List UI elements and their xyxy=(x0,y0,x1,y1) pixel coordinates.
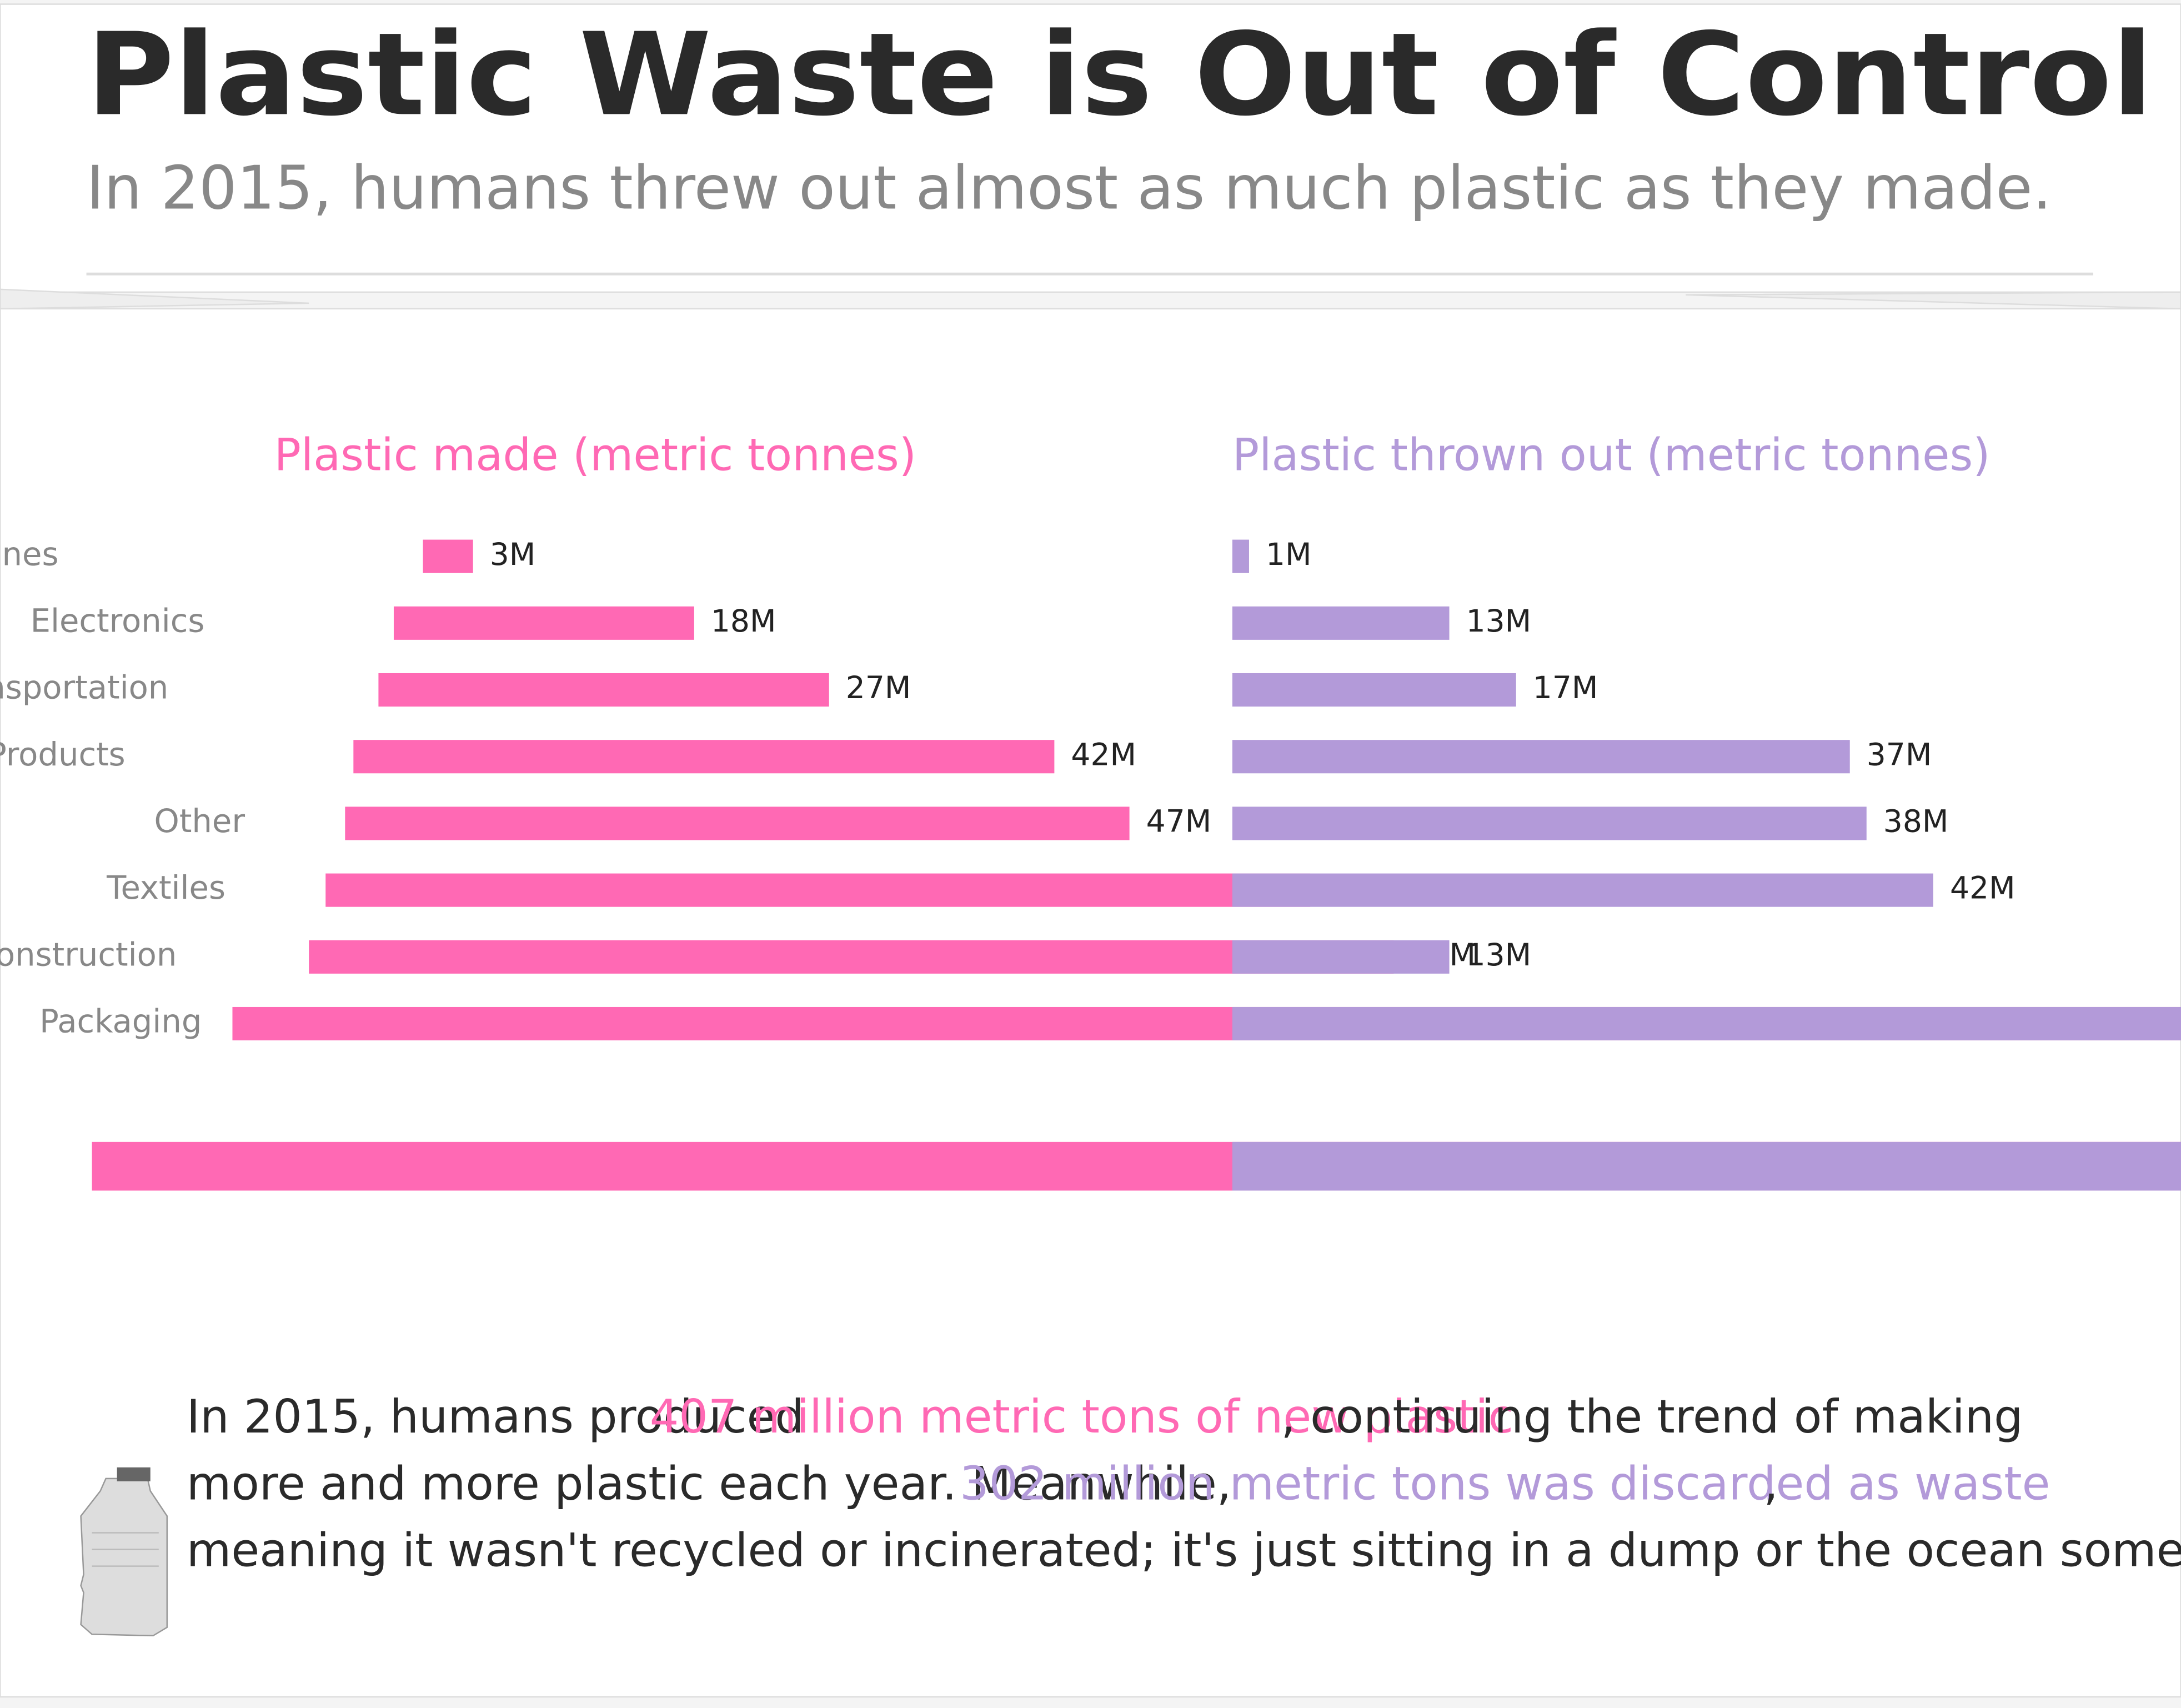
bar xyxy=(345,807,1130,840)
bar xyxy=(1232,940,1450,974)
bar xyxy=(393,606,694,640)
value-label: 38M xyxy=(1883,804,1949,839)
series-title: Plastic thrown out (metric tonnes) xyxy=(1232,429,1991,480)
body-text: In 2015, humans produced xyxy=(187,1390,804,1444)
value-label: 13M xyxy=(1466,937,1532,973)
value-label: 17M xyxy=(1533,670,1598,705)
value-label: 27M xyxy=(846,670,911,705)
bar xyxy=(1232,606,1450,640)
category-label: Other xyxy=(154,803,245,840)
value-label: 42M xyxy=(1071,737,1136,772)
value-label: 37M xyxy=(1867,737,1932,772)
bar xyxy=(1232,1006,2181,1041)
bar xyxy=(353,740,1055,774)
title: Plastic Waste is Out of Control xyxy=(87,8,2153,141)
body-text: , xyxy=(1763,1457,1778,1510)
value-label: 13M xyxy=(1466,603,1532,639)
category-label: Consumer Products xyxy=(0,736,126,773)
value-label: 47M xyxy=(1146,804,1212,839)
bar xyxy=(1232,807,1867,840)
bar xyxy=(1232,873,1933,907)
bar xyxy=(1232,673,1516,707)
category-label: Building and Construction xyxy=(0,936,177,973)
value-label: 1M xyxy=(1266,537,1312,572)
bar xyxy=(378,673,829,707)
fold xyxy=(1686,291,2181,310)
bottle xyxy=(80,1477,168,1637)
series-title: Plastic made (metric tonnes) xyxy=(274,429,916,480)
body-text: , continuing the trend of making xyxy=(1281,1390,2023,1444)
body-text: meaning it wasn't recycled or incinerate… xyxy=(187,1524,2181,1577)
total-bar xyxy=(1232,1141,2181,1191)
body-text: more and more plastic each year. Meanwhi… xyxy=(187,1457,1231,1510)
header-panel xyxy=(0,3,2181,293)
category-label: Textiles xyxy=(106,869,225,906)
made-highlight: 407 million metric tons of new plastic xyxy=(650,1390,1513,1444)
category-label: Packaging xyxy=(39,1003,202,1040)
subtitle: In 2015, humans threw out almost as much… xyxy=(87,154,2052,223)
chart: Plastic made (metric tonnes) Plastic thro… xyxy=(0,429,2181,1191)
bar xyxy=(325,873,1311,907)
bar xyxy=(309,940,1394,974)
body-text: In 2015, humans produced 407 million met… xyxy=(187,1390,2181,1577)
category-label: Transportation xyxy=(0,669,168,707)
bottle-icon xyxy=(80,1467,168,1637)
fold xyxy=(0,288,309,310)
category-label: Electronics xyxy=(31,602,205,639)
value-label: 3M xyxy=(490,537,536,572)
chart-panel xyxy=(0,308,2181,1698)
bar xyxy=(423,539,473,573)
value-label: 42M xyxy=(1950,870,2015,906)
waste-highlight: 302 million metric tons was discarded as… xyxy=(960,1457,2050,1510)
bottle-cap xyxy=(117,1467,151,1481)
value-label: 18M xyxy=(711,603,776,639)
bar xyxy=(1232,740,1850,774)
bar xyxy=(1232,539,1249,573)
category-label: Industrial Machines xyxy=(0,535,58,573)
